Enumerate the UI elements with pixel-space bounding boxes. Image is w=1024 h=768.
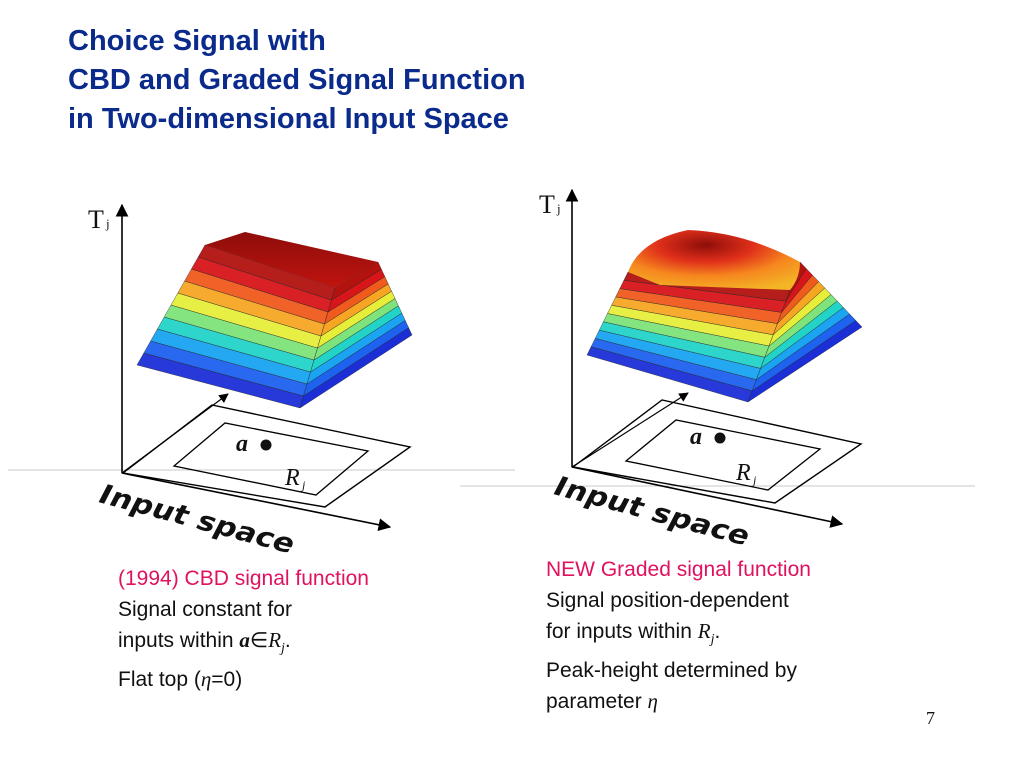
left-caption-line-4: Flat top (η=0)	[118, 664, 369, 695]
right-caption-heading: NEW Graded signal function	[546, 558, 811, 581]
right-graded-figure: T j a R j Input space	[539, 188, 863, 553]
page-number: 7	[926, 708, 935, 728]
title-line-2: CBD and Graded Signal Function	[68, 64, 526, 96]
left-caption: (1994) CBD signal function Signal consta…	[118, 563, 369, 695]
point-a-label: a	[236, 431, 248, 457]
caption-period: .	[714, 620, 721, 643]
right-caption: NEW Graded signal function Signal positi…	[546, 554, 811, 717]
region-subscript: j	[300, 478, 306, 492]
caption-text-end: =0)	[211, 668, 243, 692]
input-space-label: Input space	[96, 479, 297, 561]
title-line-1: Choice Signal with	[68, 25, 326, 57]
math-r-subscript: j	[710, 632, 715, 648]
flat-top-surface	[205, 232, 378, 288]
point-a-label: a	[690, 424, 702, 450]
left-caption-line-3: inputs within a∈Rj.	[118, 625, 369, 664]
region-label: R	[735, 460, 751, 486]
math-eta: η	[647, 689, 658, 714]
tj-axis-subscript: j	[105, 216, 110, 231]
right-surface-bands	[586, 261, 863, 403]
region-label: R	[284, 465, 300, 491]
left-cbd-figure: T j a R j Input space	[88, 203, 413, 561]
region-rj	[624, 419, 822, 491]
left-caption-heading: (1994) CBD signal function	[118, 567, 369, 590]
right-caption-line-3: for inputs within Rj.	[546, 616, 811, 655]
left-caption-line-2: Signal constant for	[118, 598, 292, 621]
y-axis	[571, 392, 689, 468]
right-caption-line-4: Peak-height determined by	[546, 659, 797, 683]
x-axis	[121, 472, 392, 531]
caption-period: .	[284, 629, 291, 652]
region-rj	[172, 422, 370, 496]
region-subscript: j	[751, 473, 757, 487]
graded-peak-surface	[628, 230, 800, 290]
math-r: R	[697, 619, 711, 643]
right-caption-line-5: parameter η	[546, 686, 811, 717]
slide-title: Choice Signal with CBD and Graded Signal…	[68, 22, 768, 139]
caption-text: for inputs within	[546, 620, 698, 643]
math-eta: η	[200, 667, 212, 692]
tj-axis-label: T	[539, 190, 555, 219]
input-plane-outline	[121, 404, 412, 508]
math-r: R	[268, 628, 282, 652]
title-line-3: in Two-dimensional Input Space	[68, 103, 509, 135]
tj-axis-label: T	[88, 205, 104, 234]
caption-text: Flat top (	[118, 668, 201, 692]
math-r-subscript: j	[281, 641, 285, 657]
caption-text: inputs within	[118, 629, 240, 652]
tj-axis-subscript: j	[556, 201, 561, 216]
x-axis	[571, 466, 844, 528]
caption-text: parameter	[546, 690, 648, 714]
input-plane-outline	[571, 399, 863, 504]
point-a-dot	[714, 432, 726, 444]
point-a-dot	[260, 439, 272, 451]
right-caption-line-2: Signal position-dependent	[546, 589, 789, 612]
math-a: a	[239, 628, 250, 652]
math-element-of: ∈	[249, 628, 269, 652]
left-surface-bands	[136, 244, 413, 409]
